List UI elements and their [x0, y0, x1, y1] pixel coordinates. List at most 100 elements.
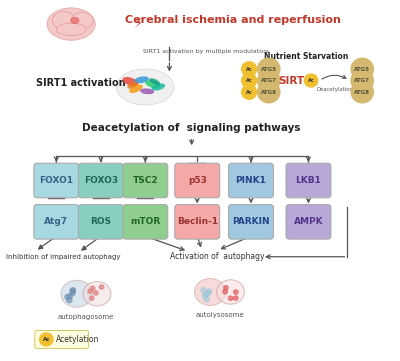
- Text: Cerebral ischemia and reperfusion: Cerebral ischemia and reperfusion: [124, 15, 340, 25]
- FancyBboxPatch shape: [228, 205, 274, 239]
- Ellipse shape: [140, 88, 154, 94]
- Text: Ac: Ac: [42, 337, 50, 342]
- Ellipse shape: [217, 280, 244, 304]
- Text: Ac: Ac: [308, 78, 314, 83]
- Circle shape: [94, 291, 98, 295]
- Text: Beclin-1: Beclin-1: [177, 217, 218, 226]
- Ellipse shape: [194, 278, 226, 305]
- Circle shape: [242, 73, 256, 88]
- Circle shape: [351, 70, 373, 91]
- Circle shape: [234, 290, 238, 294]
- Circle shape: [88, 289, 92, 293]
- Circle shape: [202, 293, 208, 298]
- Circle shape: [204, 292, 209, 297]
- Circle shape: [242, 62, 256, 76]
- Text: SIRT1: SIRT1: [278, 75, 312, 86]
- Text: SIRT1 activation: SIRT1 activation: [36, 78, 125, 88]
- Text: Ac: Ac: [246, 66, 252, 71]
- Circle shape: [201, 288, 206, 293]
- Circle shape: [90, 296, 94, 300]
- Circle shape: [67, 294, 72, 299]
- Text: Atg7: Atg7: [44, 217, 68, 226]
- Text: autophagosome: autophagosome: [58, 314, 114, 319]
- Ellipse shape: [152, 83, 165, 91]
- Circle shape: [224, 286, 228, 290]
- FancyBboxPatch shape: [286, 205, 331, 239]
- Ellipse shape: [56, 23, 86, 36]
- Circle shape: [234, 296, 238, 300]
- FancyBboxPatch shape: [34, 163, 79, 198]
- Text: Activation of  autophagy: Activation of autophagy: [170, 252, 265, 261]
- Ellipse shape: [129, 84, 143, 93]
- Ellipse shape: [149, 78, 160, 85]
- Ellipse shape: [70, 17, 80, 24]
- Circle shape: [258, 81, 280, 103]
- Circle shape: [351, 81, 373, 103]
- Circle shape: [70, 288, 76, 293]
- Circle shape: [258, 70, 280, 91]
- Text: p53: p53: [188, 176, 207, 185]
- Text: ATG8: ATG8: [354, 90, 370, 95]
- Text: SIRT1 activation by multiple modulators: SIRT1 activation by multiple modulators: [144, 48, 270, 53]
- Circle shape: [67, 298, 72, 303]
- FancyBboxPatch shape: [34, 205, 79, 239]
- Text: PARKIN: PARKIN: [232, 217, 270, 226]
- Text: ⚡: ⚡: [134, 17, 142, 30]
- FancyBboxPatch shape: [228, 163, 274, 198]
- Text: LKB1: LKB1: [296, 176, 321, 185]
- Text: ROS: ROS: [90, 217, 111, 226]
- Text: ATG5: ATG5: [354, 66, 370, 71]
- Text: TSC2: TSC2: [132, 176, 158, 185]
- FancyBboxPatch shape: [123, 163, 168, 198]
- Ellipse shape: [122, 77, 138, 86]
- FancyBboxPatch shape: [175, 205, 220, 239]
- Ellipse shape: [61, 280, 92, 307]
- Circle shape: [70, 288, 76, 293]
- FancyBboxPatch shape: [286, 163, 331, 198]
- Text: mTOR: mTOR: [130, 217, 160, 226]
- Circle shape: [40, 333, 53, 346]
- Circle shape: [204, 297, 209, 302]
- Ellipse shape: [116, 69, 174, 105]
- Circle shape: [228, 296, 233, 300]
- Ellipse shape: [52, 12, 75, 30]
- FancyBboxPatch shape: [123, 205, 168, 239]
- Circle shape: [206, 291, 211, 296]
- Text: Nutrient Starvation: Nutrient Starvation: [264, 52, 349, 61]
- FancyBboxPatch shape: [35, 330, 88, 348]
- Text: autolysosome: autolysosome: [195, 312, 244, 318]
- Text: ATG8: ATG8: [261, 90, 277, 95]
- Ellipse shape: [47, 8, 95, 40]
- Text: AMPK: AMPK: [294, 217, 323, 226]
- Ellipse shape: [145, 80, 160, 88]
- Circle shape: [258, 58, 280, 80]
- Text: FOXO3: FOXO3: [84, 176, 118, 185]
- Circle shape: [90, 286, 95, 291]
- Text: Deacetylation of  signaling pathways: Deacetylation of signaling pathways: [82, 123, 301, 133]
- Circle shape: [70, 291, 75, 296]
- Circle shape: [65, 294, 70, 299]
- Circle shape: [351, 58, 373, 80]
- FancyBboxPatch shape: [175, 163, 220, 198]
- Ellipse shape: [83, 282, 111, 306]
- Ellipse shape: [134, 77, 149, 83]
- Ellipse shape: [127, 82, 137, 89]
- Circle shape: [304, 74, 318, 87]
- Circle shape: [99, 285, 104, 289]
- Text: Acetylation: Acetylation: [56, 335, 100, 344]
- Text: FOXO1: FOXO1: [39, 176, 73, 185]
- Circle shape: [206, 289, 212, 294]
- Circle shape: [242, 85, 256, 99]
- Text: ATG7: ATG7: [354, 78, 370, 83]
- Ellipse shape: [71, 12, 93, 29]
- Text: Deacetylation: Deacetylation: [316, 87, 353, 92]
- Text: PINK1: PINK1: [236, 176, 266, 185]
- Circle shape: [223, 290, 227, 294]
- Text: Ac: Ac: [246, 78, 252, 83]
- Text: Inhibition of impaired autophagy: Inhibition of impaired autophagy: [6, 254, 121, 260]
- FancyBboxPatch shape: [78, 163, 123, 198]
- FancyBboxPatch shape: [78, 205, 123, 239]
- Text: ATG5: ATG5: [261, 66, 277, 71]
- Text: Ac: Ac: [246, 90, 252, 95]
- Text: ATG7: ATG7: [261, 78, 277, 83]
